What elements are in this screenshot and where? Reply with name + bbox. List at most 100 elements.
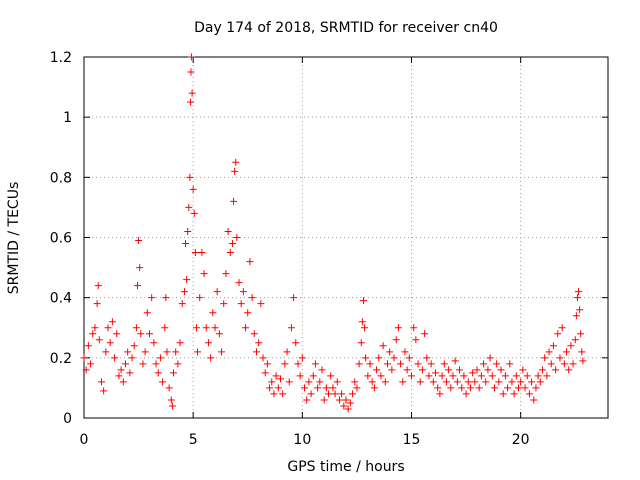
data-point bbox=[298, 354, 306, 362]
data-point bbox=[307, 390, 315, 398]
data-point bbox=[410, 324, 418, 332]
x-axis-label: GPS time / hours bbox=[287, 459, 404, 475]
data-point bbox=[377, 372, 385, 380]
data-point bbox=[93, 300, 101, 308]
data-point bbox=[501, 372, 509, 380]
data-point bbox=[172, 348, 180, 356]
data-point bbox=[187, 68, 195, 76]
data-point bbox=[108, 318, 116, 326]
data-point bbox=[246, 258, 254, 266]
data-point bbox=[283, 348, 291, 356]
data-point bbox=[403, 366, 411, 374]
data-point bbox=[174, 360, 182, 368]
data-point bbox=[554, 330, 562, 338]
data-point bbox=[351, 378, 359, 386]
data-point bbox=[128, 354, 136, 362]
data-point bbox=[322, 384, 330, 392]
data-point bbox=[342, 396, 350, 404]
data-point bbox=[252, 348, 260, 356]
data-point bbox=[242, 324, 250, 332]
data-point bbox=[523, 372, 531, 380]
data-point bbox=[97, 378, 105, 386]
data-point bbox=[394, 324, 402, 332]
data-point bbox=[186, 173, 194, 181]
data-point bbox=[89, 330, 97, 338]
data-point bbox=[183, 276, 191, 284]
data-point bbox=[167, 396, 175, 404]
data-point bbox=[141, 348, 149, 356]
data-point bbox=[196, 294, 204, 302]
data-point bbox=[132, 324, 140, 332]
data-point bbox=[517, 378, 525, 386]
data-point bbox=[294, 360, 302, 368]
data-point bbox=[121, 360, 129, 368]
data-point bbox=[412, 336, 420, 344]
data-point bbox=[209, 309, 217, 317]
data-point bbox=[232, 158, 240, 166]
data-point bbox=[357, 339, 365, 347]
data-point bbox=[143, 309, 151, 317]
data-point bbox=[230, 197, 238, 205]
data-point bbox=[115, 372, 123, 380]
data-point bbox=[136, 264, 144, 272]
data-point bbox=[405, 354, 413, 362]
data-point bbox=[462, 390, 470, 398]
data-point bbox=[161, 324, 169, 332]
data-point bbox=[525, 390, 533, 398]
data-point bbox=[233, 234, 241, 241]
data-point bbox=[314, 384, 322, 392]
data-point bbox=[311, 360, 319, 368]
data-point bbox=[235, 279, 243, 287]
data-point bbox=[432, 369, 440, 377]
data-point bbox=[578, 348, 586, 356]
data-point bbox=[156, 354, 164, 362]
data-point bbox=[397, 360, 405, 368]
data-point bbox=[80, 354, 88, 362]
data-point bbox=[486, 354, 494, 362]
chart-title: Day 174 of 2018, SRMTID for receiver cn4… bbox=[194, 20, 498, 36]
data-point bbox=[272, 372, 280, 380]
data-point bbox=[353, 384, 361, 392]
data-point bbox=[133, 282, 141, 290]
x-tick-label: 5 bbox=[189, 432, 198, 448]
data-point bbox=[495, 378, 503, 386]
data-point bbox=[287, 324, 295, 332]
x-tick-label: 15 bbox=[403, 432, 421, 448]
data-point bbox=[445, 366, 453, 374]
data-point bbox=[184, 227, 192, 235]
data-point bbox=[358, 318, 366, 326]
data-point bbox=[259, 354, 267, 362]
data-point bbox=[194, 348, 202, 356]
x-tick-label: 0 bbox=[80, 432, 89, 448]
data-point bbox=[292, 339, 300, 347]
data-point bbox=[309, 372, 317, 380]
data-point bbox=[296, 372, 304, 380]
data-point bbox=[475, 384, 483, 392]
data-point bbox=[220, 300, 228, 308]
data-point bbox=[577, 330, 585, 338]
data-point bbox=[571, 336, 579, 344]
data-point bbox=[381, 378, 389, 386]
y-tick-label: 0 bbox=[63, 411, 72, 427]
data-point bbox=[261, 369, 269, 377]
data-point bbox=[473, 366, 481, 374]
data-point bbox=[215, 330, 223, 338]
data-point bbox=[266, 384, 274, 392]
data-point bbox=[222, 270, 230, 278]
data-point bbox=[541, 354, 549, 362]
plot-area-frame bbox=[83, 56, 609, 419]
data-point bbox=[102, 348, 110, 356]
data-point bbox=[331, 390, 339, 398]
data-point bbox=[325, 390, 333, 398]
data-point bbox=[146, 330, 153, 338]
data-point bbox=[366, 360, 374, 368]
data-point bbox=[95, 336, 103, 344]
data-point bbox=[361, 324, 369, 332]
data-point bbox=[547, 360, 555, 368]
data-point bbox=[178, 300, 186, 308]
data-point bbox=[418, 366, 426, 374]
data-point bbox=[84, 342, 92, 350]
data-point bbox=[250, 330, 258, 338]
data-point bbox=[390, 354, 398, 362]
data-point bbox=[244, 309, 252, 317]
